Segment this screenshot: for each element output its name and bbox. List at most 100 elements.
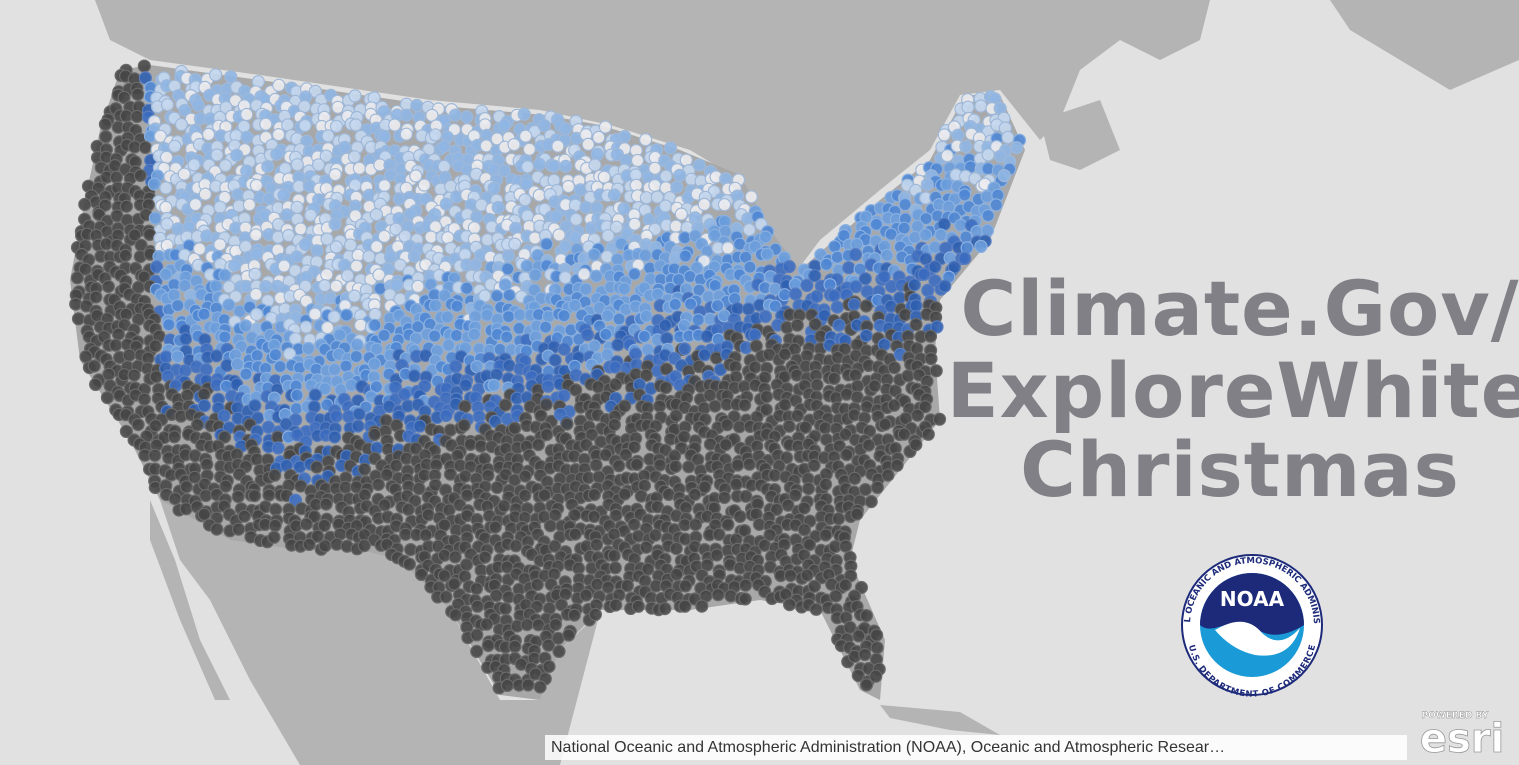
station-dot [700, 329, 714, 343]
station-dot [308, 388, 322, 402]
station-dot [487, 378, 501, 392]
station-dot [590, 147, 604, 161]
station-dot [848, 247, 863, 262]
station-dot [299, 517, 313, 531]
station-dot [160, 150, 174, 164]
station-dot [909, 438, 923, 452]
station-dot [818, 477, 833, 491]
station-dot [801, 482, 816, 496]
station-dot [778, 347, 792, 361]
station-dot [869, 669, 883, 683]
station-dot [600, 309, 615, 323]
station-dot [277, 188, 291, 202]
station-dot [497, 164, 511, 178]
station-dot [410, 98, 424, 113]
station-dot [677, 342, 692, 356]
station-dot [339, 308, 354, 322]
station-dot [729, 370, 743, 384]
station-dot [890, 458, 904, 472]
station-dot [320, 232, 334, 246]
station-dot [448, 108, 462, 122]
station-dot [191, 98, 205, 112]
station-dot [148, 339, 162, 353]
station-dot [932, 412, 947, 426]
station-dot [808, 269, 822, 283]
station-dot [437, 159, 451, 173]
station-dot [498, 602, 512, 616]
title-line: ExploreWhite [947, 346, 1519, 435]
station-dot [688, 487, 702, 501]
station-dot [338, 140, 352, 154]
station-dot [677, 430, 691, 444]
station-dot [850, 507, 864, 521]
station-dot [271, 441, 285, 455]
station-dot [242, 198, 256, 212]
station-dot [599, 327, 613, 341]
station-dot [974, 239, 988, 253]
station-dot [348, 89, 362, 103]
station-dot [240, 164, 254, 178]
station-dot [673, 168, 687, 182]
station-dot [209, 68, 223, 82]
station-dot [1001, 130, 1015, 144]
station-dot [443, 423, 457, 437]
station-dot [513, 308, 527, 322]
station-dot [609, 508, 623, 523]
station-dot [307, 400, 321, 414]
station-dot [658, 199, 673, 213]
station-dot [842, 261, 856, 275]
station-dot [218, 158, 232, 173]
station-dot [137, 270, 151, 284]
station-dot [552, 644, 566, 659]
station-dot [669, 541, 683, 556]
station-dot [217, 409, 231, 423]
station-dot [449, 359, 463, 373]
station-dot [248, 489, 262, 503]
station-dot [249, 287, 263, 301]
station-dot [508, 421, 522, 435]
station-dot [130, 109, 144, 124]
station-dot [940, 149, 954, 163]
station-dot [328, 168, 342, 182]
station-dot [558, 270, 572, 285]
station-dot [819, 528, 833, 542]
station-dot [961, 100, 975, 114]
station-dot [579, 588, 593, 602]
station-dot [302, 537, 316, 552]
station-dot [520, 160, 535, 174]
station-dot [488, 520, 502, 534]
station-dot [428, 329, 442, 343]
station-dot [797, 501, 811, 515]
station-dot [147, 177, 161, 191]
station-dot [370, 240, 384, 254]
station-dot [328, 430, 342, 444]
station-dot [521, 678, 535, 692]
station-dot [669, 567, 684, 582]
station-dot [918, 228, 933, 242]
station-dot [160, 98, 175, 112]
station-dot [862, 438, 876, 452]
station-dot [518, 469, 532, 483]
station-dot [537, 119, 552, 133]
station-dot [607, 549, 621, 563]
station-dot [674, 207, 688, 221]
station-dot [481, 638, 495, 653]
station-dot [509, 539, 523, 553]
station-dot [470, 628, 484, 642]
station-dot [447, 577, 461, 591]
station-dot [347, 289, 361, 303]
station-dot [739, 489, 753, 503]
station-dot [329, 240, 343, 254]
station-dot [653, 399, 667, 413]
land-cuba [880, 705, 1000, 735]
station-dot [272, 78, 286, 92]
station-dot [329, 119, 344, 133]
station-dot [588, 158, 602, 172]
station-dot [559, 159, 573, 173]
station-dot [579, 282, 593, 296]
station-dot [500, 330, 514, 344]
station-dot [867, 379, 882, 393]
station-dot [539, 237, 554, 251]
station-dot [352, 407, 366, 421]
station-dot [797, 523, 812, 537]
